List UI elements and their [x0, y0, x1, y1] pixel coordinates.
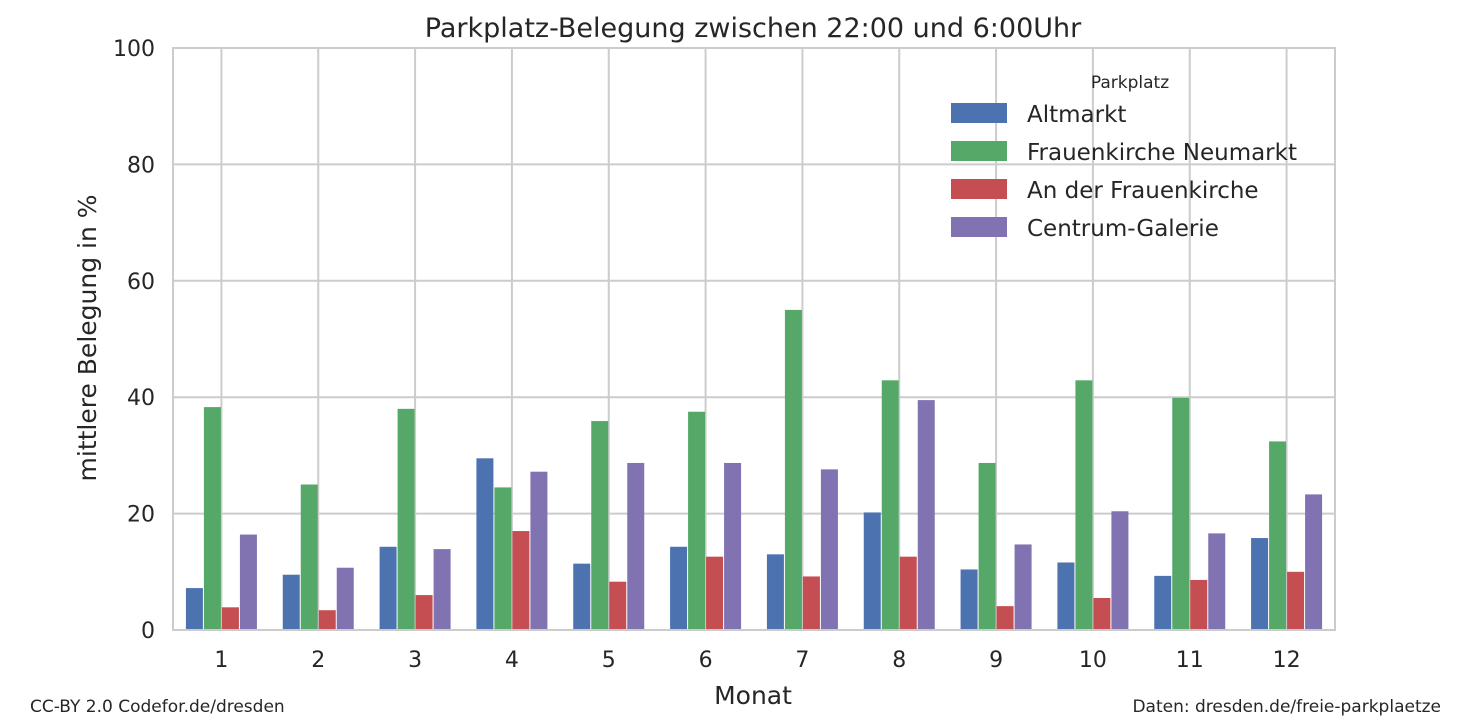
plot-frame [172, 47, 1336, 631]
x-tick-labels: 1 2 3 4 5 6 7 8 9 10 11 12 [214, 648, 1300, 673]
x-tick-label: 9 [989, 648, 1003, 673]
bar-centrum-galerie-month-12 [1305, 494, 1323, 630]
y-tick-label: 60 [127, 270, 155, 295]
bar-centrum-galerie-month-5 [627, 462, 645, 630]
legend-label: Altmarkt [1027, 102, 1126, 128]
bar-centrum-galerie-month-6 [724, 462, 742, 630]
x-tick-label: 1 [214, 648, 228, 673]
y-tick-label: 40 [127, 386, 155, 411]
bar-frauenkirche-neumarkt-month-5 [591, 421, 609, 630]
bar-an-der-frauenkirche-month-12 [1287, 571, 1305, 630]
legend-swatch [951, 141, 1007, 161]
bar-centrum-galerie-month-8 [917, 400, 935, 630]
legend-title: Parkplatz [1091, 73, 1169, 93]
bar-altmarkt-month-12 [1251, 538, 1269, 630]
bar-altmarkt-month-9 [960, 569, 978, 630]
bar-altmarkt-month-3 [379, 546, 397, 630]
legend-swatch [951, 103, 1007, 123]
bar-frauenkirche-neumarkt-month-11 [1172, 397, 1190, 630]
bar-centrum-galerie-month-4 [530, 471, 548, 630]
bar-centrum-galerie-month-11 [1208, 533, 1226, 630]
y-tick-label: 20 [127, 503, 155, 528]
bar-frauenkirche-neumarkt-month-9 [978, 462, 996, 630]
bar-an-der-frauenkirche-month-1 [221, 607, 239, 630]
legend-label: Frauenkirche Neumarkt [1027, 140, 1297, 166]
x-tick-label: 10 [1079, 648, 1107, 673]
chart-title: Parkplatz-Belegung zwischen 22:00 und 6:… [425, 13, 1082, 44]
bar-altmarkt-month-6 [670, 546, 688, 630]
bar-frauenkirche-neumarkt-month-10 [1075, 380, 1093, 630]
bar-altmarkt-month-5 [573, 563, 591, 630]
legend-label: An der Frauenkirche [1027, 178, 1259, 204]
x-axis-label: Monat [714, 681, 792, 710]
bar-frauenkirche-neumarkt-month-3 [397, 408, 415, 630]
bar-an-der-frauenkirche-month-11 [1190, 579, 1208, 630]
x-tick-label: 6 [699, 648, 713, 673]
bar-altmarkt-month-7 [766, 554, 784, 630]
bar-altmarkt-month-2 [282, 574, 300, 630]
bar-an-der-frauenkirche-month-6 [706, 556, 724, 630]
x-tick-label: 11 [1176, 648, 1204, 673]
bar-frauenkirche-neumarkt-month-2 [300, 484, 318, 630]
bar-centrum-galerie-month-3 [433, 549, 451, 630]
bar-an-der-frauenkirche-month-7 [802, 576, 820, 630]
bar-altmarkt-month-4 [476, 458, 494, 630]
grid-lines [173, 47, 1335, 631]
bar-an-der-frauenkirche-month-3 [415, 595, 433, 630]
bar-an-der-frauenkirche-month-5 [609, 581, 627, 630]
bar-frauenkirche-neumarkt-month-1 [203, 407, 221, 630]
x-tick-label: 8 [892, 648, 906, 673]
bar-altmarkt-month-1 [185, 588, 203, 630]
bars [185, 309, 1323, 630]
bar-an-der-frauenkirche-month-9 [996, 606, 1014, 630]
y-axis-label: mittlere Belegung in % [73, 194, 102, 481]
bar-altmarkt-month-8 [863, 512, 881, 630]
x-tick-label: 7 [795, 648, 809, 673]
bar-centrum-galerie-month-10 [1111, 511, 1129, 630]
bar-altmarkt-month-11 [1154, 575, 1172, 630]
bar-an-der-frauenkirche-month-8 [899, 556, 917, 630]
bar-frauenkirche-neumarkt-month-12 [1269, 441, 1287, 630]
bar-an-der-frauenkirche-month-2 [318, 610, 336, 630]
legend-label: Centrum-Galerie [1027, 216, 1219, 242]
bar-an-der-frauenkirche-month-4 [512, 531, 530, 630]
bar-frauenkirche-neumarkt-month-7 [784, 309, 802, 630]
bar-altmarkt-month-10 [1057, 562, 1075, 630]
bar-centrum-galerie-month-7 [820, 469, 838, 630]
legend: Parkplatz Altmarkt Frauenkirche Neumarkt A… [951, 73, 1297, 242]
y-tick-labels: 0 20 40 60 80 100 [113, 37, 155, 644]
bar-centrum-galerie-month-1 [239, 534, 257, 630]
x-tick-label: 2 [311, 648, 325, 673]
legend-swatch [951, 179, 1007, 199]
bar-frauenkirche-neumarkt-month-6 [688, 411, 706, 630]
x-tick-label: 3 [408, 648, 422, 673]
bar-centrum-galerie-month-9 [1014, 544, 1032, 630]
y-tick-label: 0 [141, 619, 155, 644]
x-tick-label: 4 [505, 648, 519, 673]
bar-frauenkirche-neumarkt-month-8 [881, 380, 899, 630]
bar-an-der-frauenkirche-month-10 [1093, 597, 1111, 630]
y-tick-label: 80 [127, 153, 155, 178]
legend-swatch [951, 217, 1007, 237]
bar-frauenkirche-neumarkt-month-4 [494, 487, 512, 630]
x-tick-label: 5 [602, 648, 616, 673]
y-tick-label: 100 [113, 37, 155, 62]
data-source-note: Daten: dresden.de/freie-parkplaetze [1132, 697, 1441, 717]
license-note: CC-BY 2.0 Codefor.de/dresden [30, 697, 285, 717]
x-tick-label: 12 [1273, 648, 1301, 673]
bar-centrum-galerie-month-2 [336, 567, 354, 630]
